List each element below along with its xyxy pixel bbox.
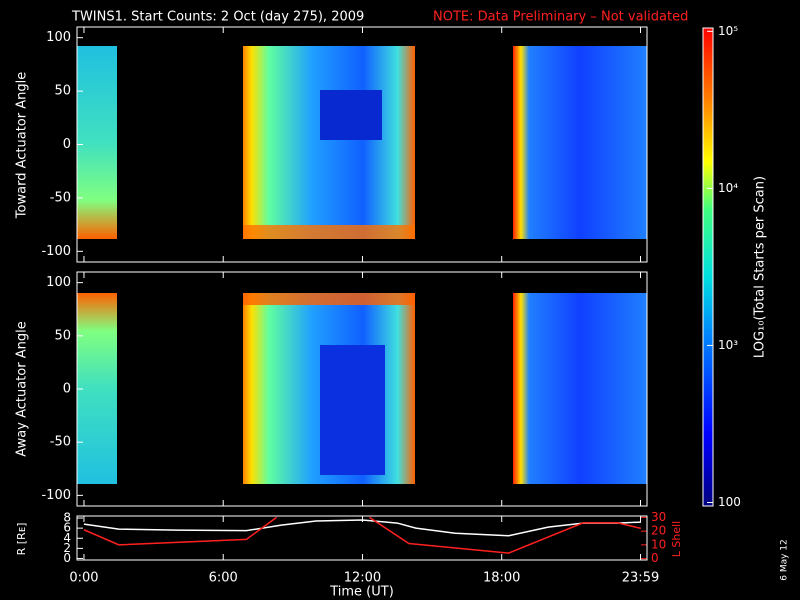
y-tick-label: -50 — [50, 435, 71, 450]
x-tick-label: 18:00 — [483, 571, 520, 586]
y-tick-label: 100 — [46, 30, 71, 45]
y-tick-label: 10 — [651, 537, 666, 551]
colorbar-label: LOG₁₀(Total Starts per Scan) — [753, 176, 768, 358]
x-axis-label: Time (UT) — [329, 585, 394, 600]
series-line — [83, 516, 642, 554]
x-tick-label: 6:00 — [209, 571, 238, 586]
y-tick-label: -50 — [50, 190, 71, 205]
y2-axis-label: L Shell — [670, 521, 683, 557]
spectrogram-top — [77, 46, 647, 239]
y-tick-label: 8 — [63, 511, 71, 525]
x-tick-label: 23:59 — [622, 571, 659, 586]
y-axis-label: Toward Actuator Angle — [15, 72, 30, 219]
x-tick-label: 0:00 — [69, 571, 98, 586]
colorbar-tick-label: 10³ — [718, 338, 738, 352]
y-tick-label: 0 — [651, 551, 659, 565]
y-tick-label: 0 — [63, 551, 71, 565]
colorbar — [703, 28, 713, 506]
y-axis-label: R [Rᴇ] — [15, 523, 28, 556]
y-tick-label: 50 — [54, 84, 71, 99]
y-tick-label: 20 — [651, 524, 666, 538]
side-note: 6 May 12 — [780, 539, 790, 581]
colorbar-tick-label: 10⁴ — [718, 181, 738, 195]
y-tick-label: 2 — [63, 541, 71, 555]
y-tick-label: -100 — [41, 488, 71, 503]
x-tick-label: 12:00 — [344, 571, 381, 586]
y-tick-label: 100 — [46, 275, 71, 290]
y-tick-label: 0 — [63, 137, 71, 152]
series-line — [83, 519, 641, 537]
y-axis-label: Away Actuator Angle — [15, 321, 30, 456]
colorbar-tick-label: 10⁵ — [718, 24, 738, 38]
y-tick-label: 50 — [54, 328, 71, 343]
y-tick-label: 4 — [63, 531, 71, 545]
y-tick-label: 6 — [63, 521, 71, 535]
colorbar-frame — [702, 27, 714, 507]
plot-frame — [76, 515, 648, 561]
chart-title: TWINS1. Start Counts: 2 Oct (day 275), 2… — [71, 10, 364, 25]
chart-note: NOTE: Data Preliminary – Not validated — [433, 10, 688, 25]
y-tick-label: -100 — [41, 244, 71, 259]
colorbar-tick-label: 100 — [718, 495, 741, 509]
spectrogram-bottom — [77, 293, 647, 484]
y-tick-label: 30 — [651, 510, 666, 524]
y-tick-label: 0 — [63, 382, 71, 397]
